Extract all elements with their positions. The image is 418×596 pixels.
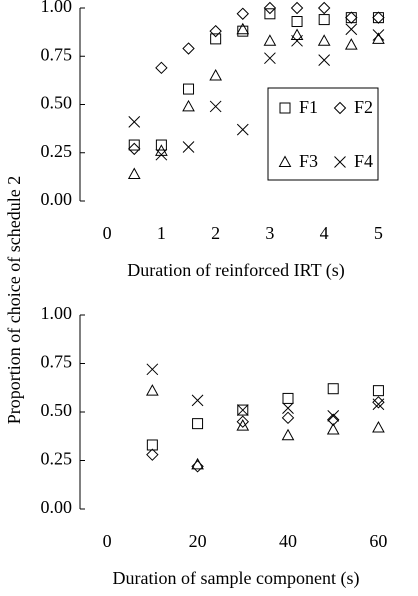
marker bbox=[128, 116, 141, 128]
marker bbox=[372, 420, 385, 433]
marker bbox=[281, 411, 295, 425]
marker bbox=[372, 398, 385, 411]
marker bbox=[291, 16, 303, 28]
x-axis-label: Duration of reinforced IRT (s) bbox=[127, 260, 345, 281]
marker bbox=[146, 448, 159, 461]
marker bbox=[317, 34, 331, 46]
marker bbox=[182, 99, 195, 112]
marker bbox=[236, 123, 249, 136]
y-tick-label: 0.00 bbox=[41, 189, 73, 209]
legend-marker bbox=[279, 102, 291, 114]
marker bbox=[127, 167, 141, 179]
marker bbox=[155, 148, 168, 161]
x-tick-label: 0 bbox=[103, 531, 112, 551]
marker bbox=[128, 142, 141, 156]
marker bbox=[236, 404, 249, 416]
marker bbox=[290, 1, 304, 15]
marker bbox=[155, 61, 168, 75]
marker bbox=[236, 419, 250, 431]
marker bbox=[182, 42, 195, 55]
marker bbox=[146, 384, 159, 396]
marker bbox=[263, 34, 277, 46]
marker bbox=[372, 29, 385, 41]
marker bbox=[282, 392, 294, 404]
marker bbox=[282, 402, 294, 414]
marker bbox=[155, 139, 167, 151]
x-tick-label: 4 bbox=[320, 223, 329, 243]
marker bbox=[146, 363, 159, 376]
x-tick-label: 2 bbox=[211, 223, 220, 243]
x-tick-label: 60 bbox=[369, 531, 387, 551]
legend-label: F4 bbox=[354, 151, 373, 171]
y-tick-label: 0.75 bbox=[41, 352, 73, 372]
marker bbox=[318, 14, 330, 26]
marker bbox=[209, 69, 222, 81]
y-tick-label: 0.25 bbox=[41, 141, 73, 161]
y-tick-label: 0.25 bbox=[41, 449, 73, 469]
marker bbox=[263, 1, 277, 15]
marker bbox=[237, 25, 249, 37]
x-tick-label: 40 bbox=[279, 531, 297, 551]
marker bbox=[345, 23, 358, 36]
marker bbox=[317, 1, 331, 15]
legend-label: F2 bbox=[354, 97, 373, 117]
legend-marker bbox=[278, 155, 292, 167]
y-tick-label: 1.00 bbox=[41, 0, 73, 16]
marker bbox=[209, 100, 222, 113]
y-axis-label: Proportion of choice of schedule 2 bbox=[4, 176, 24, 424]
x-tick-label: 3 bbox=[265, 223, 274, 243]
legend-marker bbox=[333, 101, 347, 115]
marker bbox=[237, 404, 249, 416]
legend-marker bbox=[334, 156, 346, 168]
marker bbox=[345, 11, 358, 24]
marker bbox=[191, 457, 204, 470]
marker bbox=[281, 428, 295, 441]
y-tick-label: 0.00 bbox=[41, 497, 73, 517]
marker bbox=[372, 11, 385, 24]
x-tick-label: 1 bbox=[157, 223, 166, 243]
marker bbox=[372, 385, 384, 397]
marker bbox=[327, 410, 340, 422]
marker bbox=[345, 12, 357, 24]
marker bbox=[236, 415, 249, 428]
marker bbox=[372, 12, 384, 24]
marker bbox=[209, 24, 222, 38]
marker bbox=[372, 396, 385, 409]
marker bbox=[182, 141, 195, 153]
marker bbox=[191, 394, 204, 407]
marker bbox=[327, 413, 340, 426]
marker bbox=[191, 460, 204, 473]
marker bbox=[128, 139, 140, 151]
marker bbox=[264, 8, 276, 20]
x-tick-label: 5 bbox=[374, 223, 383, 243]
marker bbox=[264, 52, 276, 65]
marker bbox=[326, 422, 340, 435]
marker bbox=[291, 34, 303, 47]
x-axis-label: Duration of sample component (s) bbox=[113, 568, 360, 589]
x-tick-label: 0 bbox=[103, 223, 112, 243]
y-tick-label: 1.00 bbox=[41, 303, 73, 323]
marker bbox=[183, 83, 195, 95]
y-tick-label: 0.75 bbox=[41, 44, 73, 64]
y-tick-label: 0.50 bbox=[41, 400, 73, 420]
marker bbox=[236, 7, 249, 20]
marker bbox=[327, 383, 339, 395]
marker bbox=[146, 439, 158, 451]
marker bbox=[210, 33, 222, 45]
marker bbox=[318, 54, 331, 66]
legend-box bbox=[267, 87, 379, 181]
legend-label: F3 bbox=[299, 151, 318, 171]
marker bbox=[192, 418, 204, 430]
marker bbox=[236, 22, 250, 35]
marker bbox=[290, 28, 304, 41]
marker bbox=[344, 38, 358, 50]
legend-label: F1 bbox=[299, 97, 318, 117]
y-tick-label: 0.50 bbox=[41, 93, 73, 113]
x-tick-label: 20 bbox=[189, 531, 207, 551]
